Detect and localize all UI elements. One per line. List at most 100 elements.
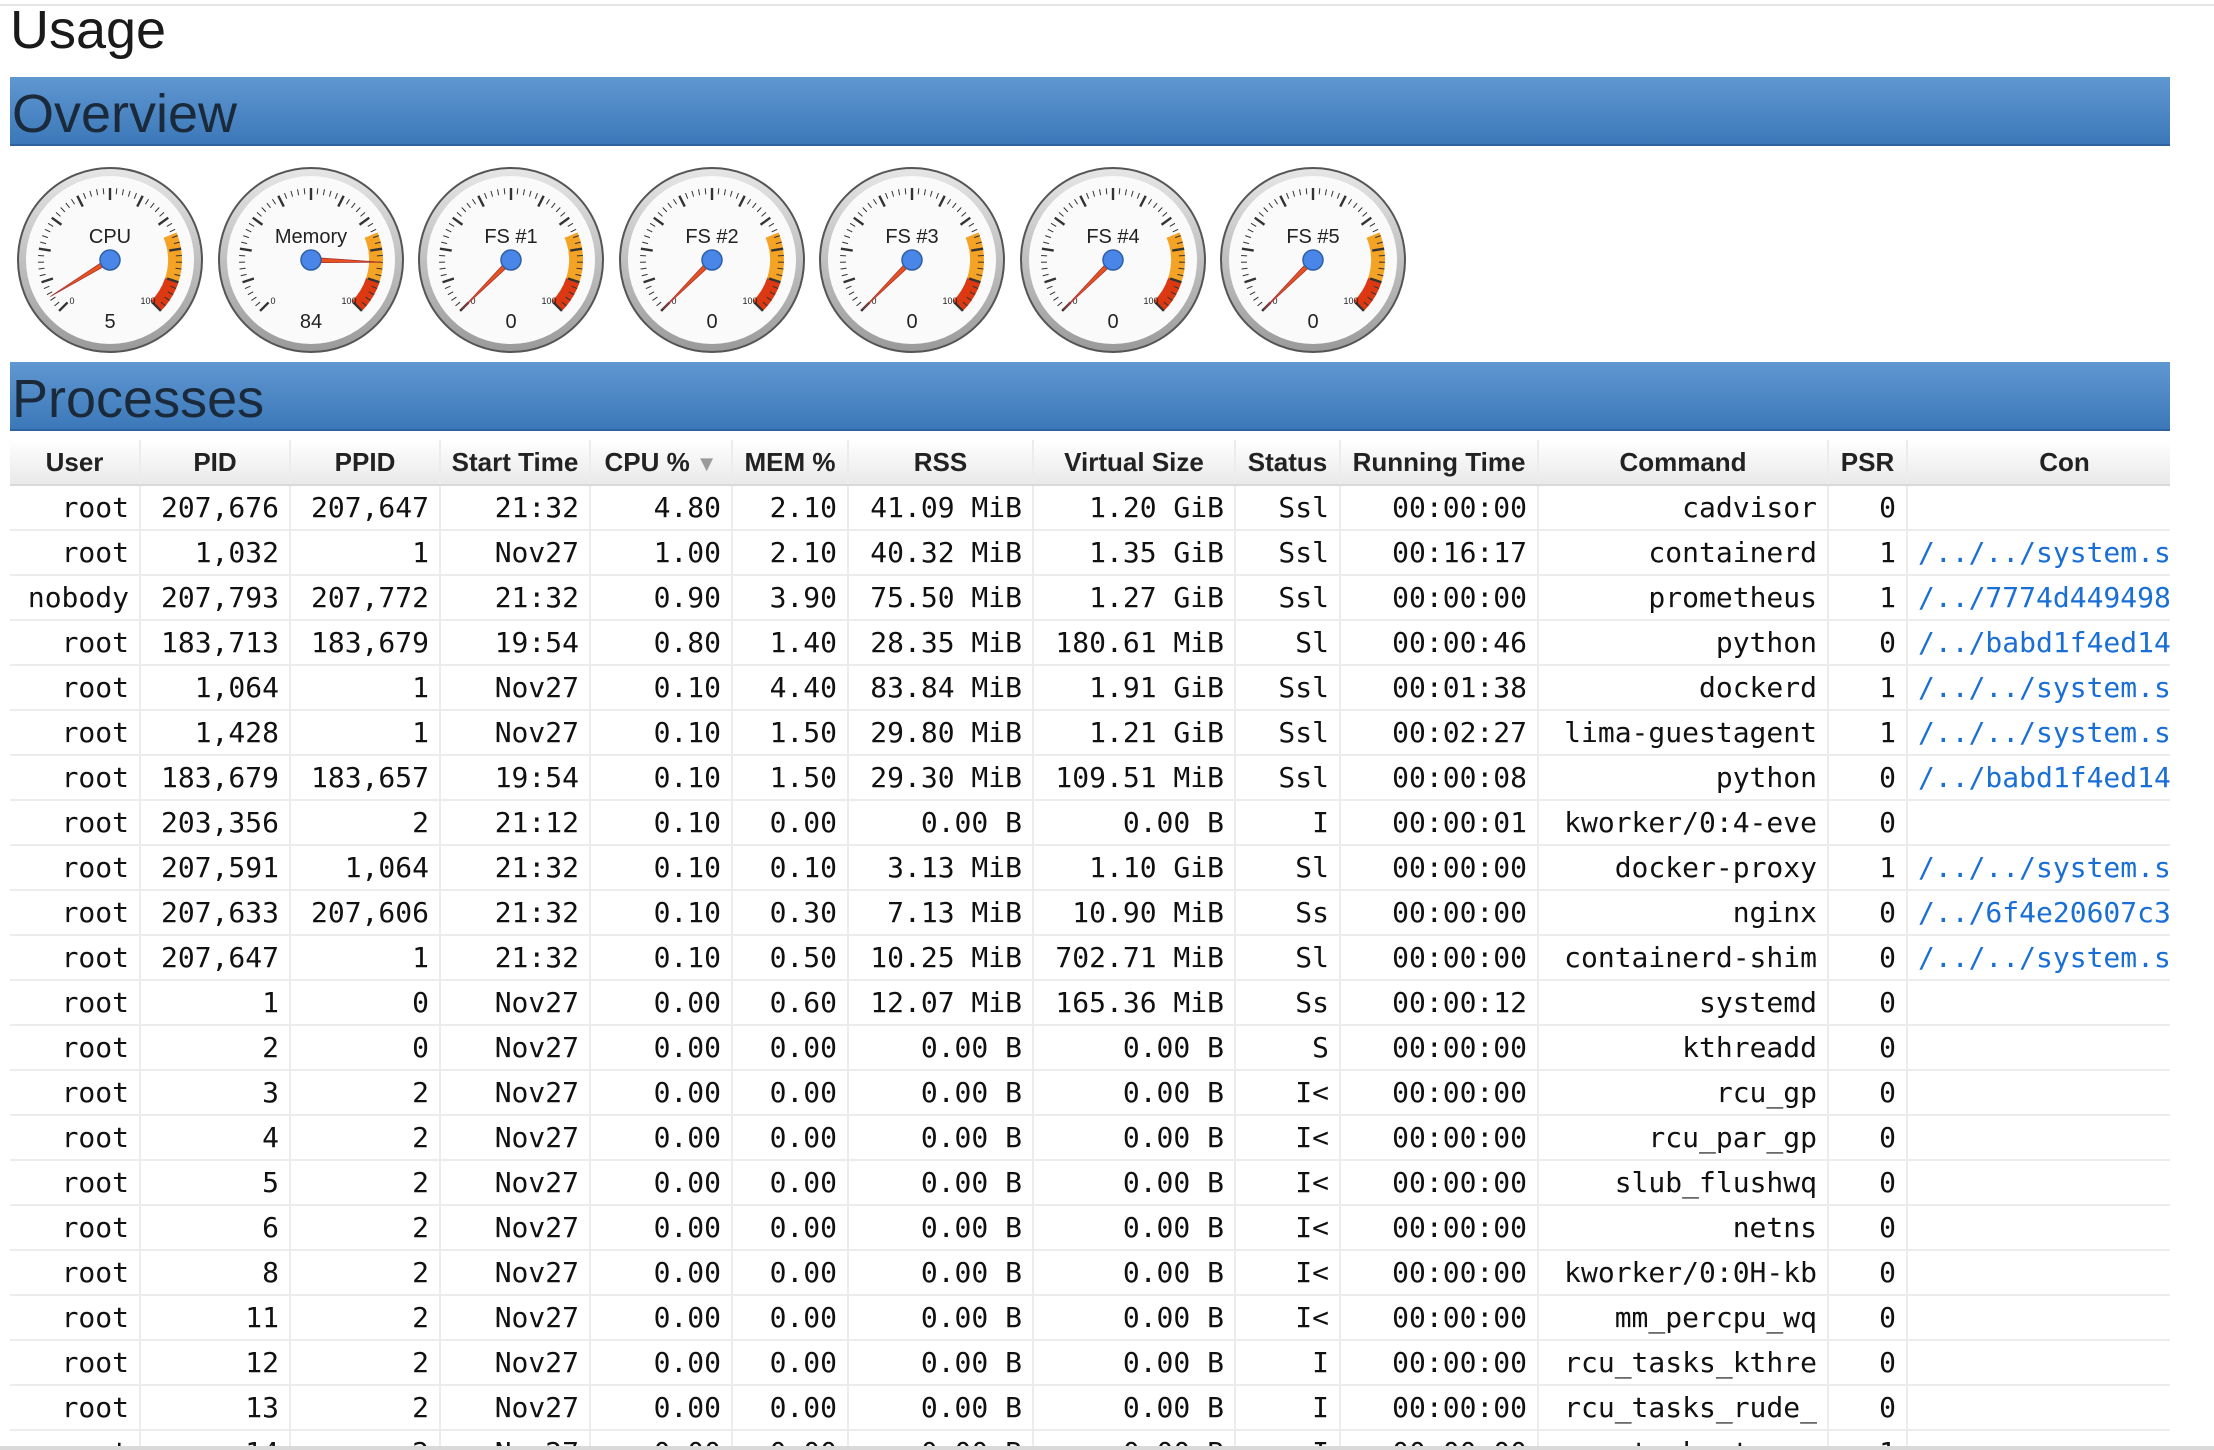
table-row[interactable]: root 1,428 1 Nov27 0.10 1.50 29.80 MiB 1.21 GiB…: [10, 710, 2170, 756]
gauge-tick: [160, 301, 166, 307]
gauge-tick: [1253, 296, 1259, 301]
cell-con[interactable]: /../../system.s: [1907, 665, 2170, 711]
column-header-user[interactable]: User: [10, 440, 141, 486]
table-row[interactable]: root 207,633 207,606 21:32 0.10 0.30 7.13 MiB 1…: [10, 890, 2170, 936]
gauge-tick: [904, 188, 907, 195]
table-row[interactable]: root 183,679 183,657 19:54 0.10 1.50 29.30 MiB…: [10, 755, 2170, 801]
cell-pid: 1,064: [140, 665, 291, 711]
sort-descending-icon[interactable]: ▼: [695, 450, 718, 476]
cell-command: cadvisor: [1538, 485, 1829, 531]
table-row[interactable]: root 4 2 Nov27 0.00 0.00 0.00 B 0.00 B I< 00:00:0…: [10, 1115, 2170, 1161]
table-row[interactable]: root 12 2 Nov27 0.00 0.00 0.00 B 0.00 B I 00:00:0…: [10, 1340, 2170, 1386]
column-header-virtual-size[interactable]: Virtual Size: [1033, 440, 1236, 486]
column-header-rss[interactable]: RSS: [848, 440, 1034, 486]
column-header-start-time[interactable]: Start Time: [440, 440, 591, 486]
gauge-tick: [737, 195, 746, 208]
table-row[interactable]: nobody 207,793 207,772 21:32 0.90 3.90 75.50 M…: [10, 575, 2170, 621]
cell-status: I<: [1235, 1070, 1341, 1116]
gauge-tick: [1166, 296, 1173, 301]
table-row[interactable]: root 3 2 Nov27 0.00 0.00 0.00 B 0.00 B I< 00:00:0…: [10, 1070, 2170, 1116]
table-row[interactable]: root 6 2 Nov27 0.00 0.00 0.00 B 0.00 B I< 00:00:0…: [10, 1205, 2170, 1251]
cell-mem: 0.00: [732, 1070, 849, 1116]
cell-con[interactable]: /../babd1f4ed14: [1907, 755, 2170, 801]
cell-virtual-size: 0.00 B: [1033, 1340, 1236, 1386]
gauge-tick: [973, 235, 980, 239]
gauge-tick: [370, 228, 376, 233]
processes-table-container[interactable]: User PID PPID Start Time CPU % ▼ MEM % RSS Virtu…: [10, 440, 2170, 1450]
bottom-divider: [0, 1446, 2214, 1450]
table-row[interactable]: root 2 0 Nov27 0.00 0.00 0.00 B 0.00 B S 00:00:00…: [10, 1025, 2170, 1071]
column-header-running-time[interactable]: Running Time: [1340, 440, 1539, 486]
gauge-tick: [133, 192, 137, 199]
cell-con[interactable]: /../babd1f4ed14: [1907, 620, 2170, 666]
cell-pid: 4: [140, 1115, 291, 1161]
table-row[interactable]: root 207,676 207,647 21:32 4.80 2.10 41.09 MiB…: [10, 485, 2170, 531]
cell-con[interactable]: /../../system.s: [1907, 710, 2170, 756]
column-header-status[interactable]: Status: [1235, 440, 1341, 486]
gauge-tick: [173, 241, 180, 245]
gauge-tick: [157, 216, 169, 226]
table-row[interactable]: root 5 2 Nov27 0.00 0.00 0.00 B 0.00 B I< 00:00:0…: [10, 1160, 2170, 1206]
gauge-tick: [1046, 285, 1053, 290]
table-row[interactable]: root 8 2 Nov27 0.00 0.00 0.00 B 0.00 B I< 00:00:0…: [10, 1250, 2170, 1296]
gauge-tick: [60, 207, 66, 213]
column-header-command[interactable]: Command: [1538, 440, 1829, 486]
cell-rss: 0.00 B: [848, 1250, 1034, 1296]
table-row[interactable]: root 207,647 1 21:32 0.10 0.50 10.25 MiB 702.71…: [10, 935, 2170, 981]
cell-con[interactable]: /../7774d449498: [1907, 575, 2170, 621]
cell-con[interactable]: /../6f4e20607c3: [1907, 890, 2170, 936]
gauge-tick: [445, 228, 452, 233]
table-row[interactable]: root 203,356 2 21:12 0.10 0.00 0.00 B 0.00 B I 00…: [10, 800, 2170, 846]
cell-start-time: Nov27: [440, 1385, 591, 1431]
gauge-tick: [1292, 190, 1296, 197]
cell-cpu: 0.00: [590, 1295, 733, 1341]
cell-pid: 207,633: [140, 890, 291, 936]
cell-cpu: 0.00: [590, 1115, 733, 1161]
table-row[interactable]: root 1 0 Nov27 0.00 0.60 12.07 MiB 165.36 MiB Ss…: [10, 980, 2170, 1026]
cell-ppid: 2: [290, 1295, 441, 1341]
cell-status: Sl: [1235, 620, 1341, 666]
cell-psr: 1: [1828, 845, 1908, 891]
cell-con[interactable]: /../../system.s: [1907, 935, 2170, 981]
gauge-tick: [971, 228, 978, 233]
cell-con[interactable]: /../../system.s: [1907, 530, 2170, 576]
column-header-cpu[interactable]: CPU % ▼: [590, 440, 733, 486]
gauge-tick: [51, 216, 63, 226]
column-header-ppid[interactable]: PPID: [290, 440, 441, 486]
cell-con[interactable]: /../../system.s: [1907, 845, 2170, 891]
cell-start-time: 19:54: [440, 620, 591, 666]
cell-con: [1907, 1025, 2170, 1071]
column-header-mem[interactable]: MEM %: [732, 440, 849, 486]
gauge-tick: [54, 301, 60, 307]
gauge-tick: [769, 291, 775, 296]
gauge-tick: [977, 267, 984, 270]
table-row[interactable]: root 183,713 183,679 19:54 0.80 1.40 28.35 MiB…: [10, 620, 2170, 666]
cell-con: [1907, 1115, 2170, 1161]
table-row[interactable]: root 11 2 Nov27 0.00 0.00 0.00 B 0.00 B I< 00:00:…: [10, 1295, 2170, 1341]
cell-con[interactable]: /: [1907, 980, 2170, 1026]
column-header-label: MEM %: [744, 446, 836, 477]
gauge-yellow-band: [1166, 232, 1185, 283]
gauge-tick: [115, 188, 118, 195]
column-header-con[interactable]: Con: [1907, 440, 2170, 486]
cell-con: [1907, 485, 2170, 531]
gauge-tick: [1047, 228, 1053, 233]
table-row[interactable]: root 13 2 Nov27 0.00 0.00 0.00 B 0.00 B I 00:00:0…: [10, 1385, 2170, 1431]
gauge-tick: [1372, 247, 1385, 252]
gauge-tick: [768, 277, 781, 284]
gauge-tick: [760, 212, 766, 217]
cell-pid: 6: [140, 1205, 291, 1251]
cell-pid: 8: [140, 1250, 291, 1296]
table-row[interactable]: root 1,064 1 Nov27 0.10 4.40 83.84 MiB 1.91 GiB…: [10, 665, 2170, 711]
cell-mem: 0.00: [732, 1340, 849, 1386]
gauge-tick: [239, 247, 252, 252]
gauge-tick: [350, 202, 356, 209]
column-header-pid[interactable]: PID: [140, 440, 291, 486]
cell-user: root: [10, 935, 141, 981]
table-row[interactable]: root 207,591 1,064 21:32 0.10 0.10 3.13 MiB 1.1…: [10, 845, 2170, 891]
column-header-psr[interactable]: PSR: [1828, 440, 1908, 486]
gauge-min-label: 0: [671, 296, 676, 306]
gauge-tick: [723, 189, 726, 196]
table-row[interactable]: root 1,032 1 Nov27 1.00 2.10 40.32 MiB 1.35 GiB…: [10, 530, 2170, 576]
gauge-tick: [1174, 235, 1181, 239]
